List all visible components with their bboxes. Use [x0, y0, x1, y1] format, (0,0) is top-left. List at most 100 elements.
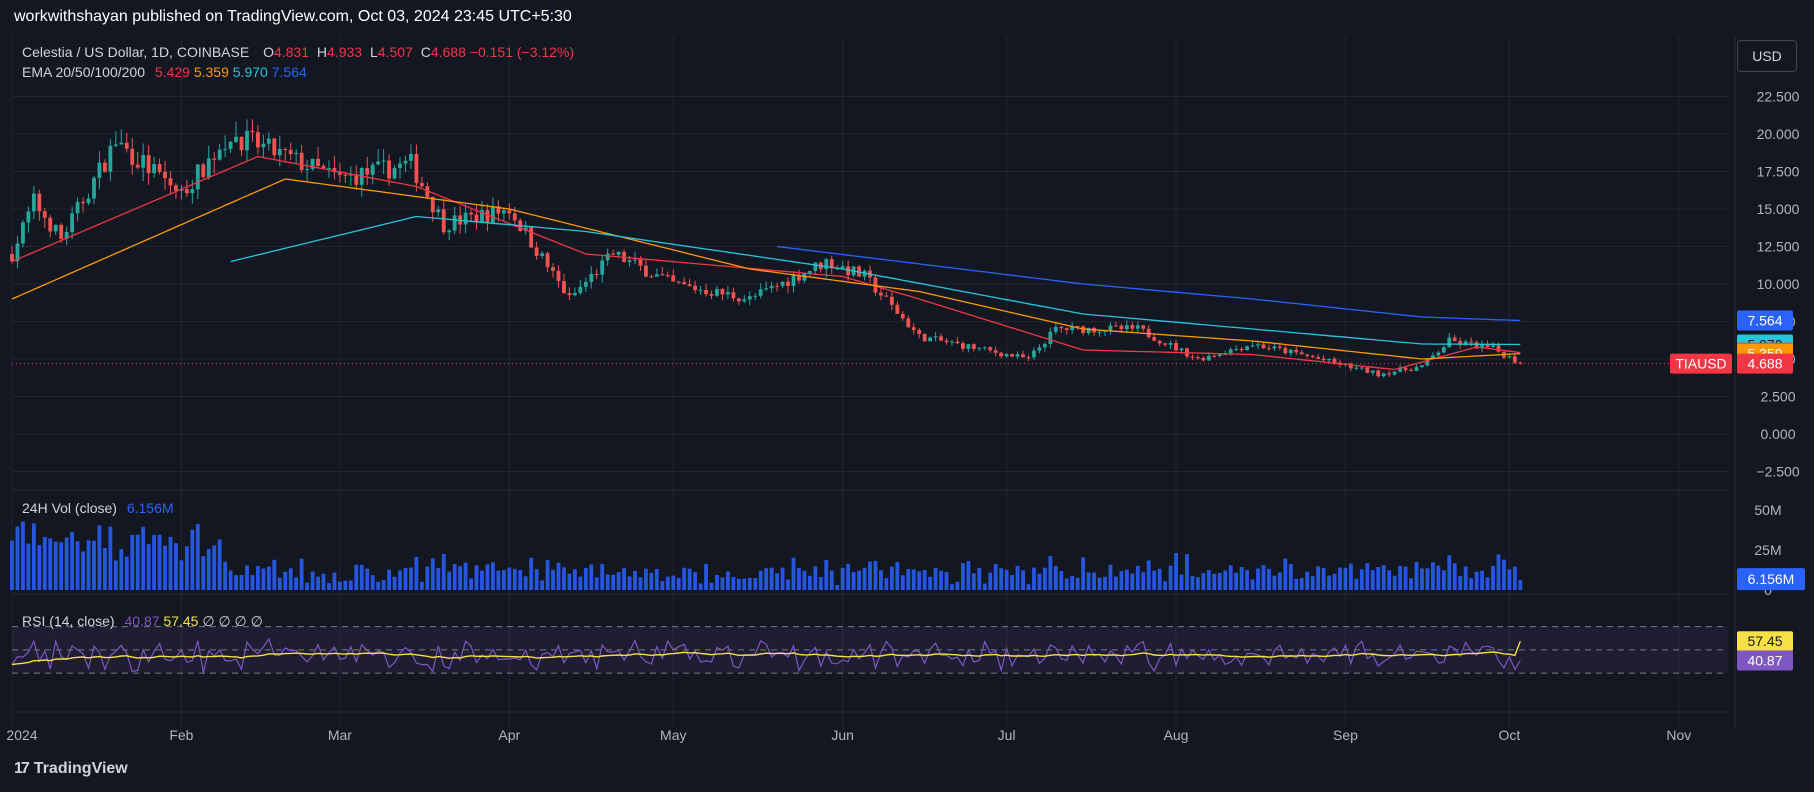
volume-bar: [234, 575, 238, 590]
volume-bar: [780, 567, 785, 590]
volume-bar: [922, 570, 927, 590]
candle-body: [1305, 354, 1310, 356]
candle-body: [1277, 346, 1282, 348]
price-tick-label: 15.000: [1757, 201, 1800, 217]
volume-bar: [1070, 575, 1075, 590]
volume-bar: [769, 567, 774, 590]
candle-body: [1283, 347, 1288, 354]
ema200-value: 7.564: [271, 64, 307, 80]
candle-body: [895, 304, 900, 314]
candle-body: [381, 160, 386, 162]
volume-label[interactable]: 24H Vol (close): [22, 500, 117, 516]
candle-body: [578, 286, 583, 293]
volume-bar: [184, 546, 189, 590]
candle-body: [512, 213, 517, 221]
candle-body: [70, 213, 75, 232]
candle-body: [627, 260, 632, 263]
volume-bar: [687, 568, 692, 590]
ema-label[interactable]: EMA 20/50/100/200: [22, 64, 145, 80]
volume-bar: [583, 568, 588, 590]
candle-body: [742, 299, 747, 302]
volume-bar: [556, 562, 561, 590]
candle-body: [611, 253, 616, 255]
candle-body: [1053, 326, 1058, 332]
volume-bar: [458, 566, 463, 590]
volume-bar: [862, 567, 867, 590]
candle-body: [873, 277, 878, 293]
volume-bar: [971, 573, 976, 590]
volume-bar: [1195, 577, 1200, 590]
time-tick-label: Apr: [498, 727, 520, 743]
volume-bar: [70, 532, 75, 590]
volume-bar: [1463, 566, 1468, 590]
candle-body: [21, 222, 25, 244]
candle-body: [130, 148, 135, 165]
volume-bar: [294, 577, 299, 590]
volume-bar: [644, 568, 648, 590]
volume-bar: [97, 525, 102, 590]
volume-bar: [223, 561, 228, 590]
volume-bar: [53, 541, 58, 590]
volume-bar: [81, 551, 85, 590]
candle-body: [26, 211, 31, 223]
volume-value: 6.156M: [126, 500, 174, 516]
candle-body: [75, 201, 80, 214]
volume-bar: [884, 578, 889, 590]
volume-bar: [21, 521, 25, 590]
volume-bar: [1458, 576, 1463, 590]
candle-body: [911, 327, 916, 330]
volume-bar: [1496, 554, 1501, 590]
time-tick-label: Oct: [1499, 727, 1521, 743]
candle-body: [152, 164, 157, 174]
candle-body: [1201, 358, 1206, 361]
symbol-tag-text: TIAUSD: [1675, 356, 1726, 372]
candle-body: [665, 275, 670, 277]
volume-bar: [283, 571, 288, 590]
volume-bar: [1097, 577, 1102, 590]
candle-body: [715, 288, 719, 296]
volume-bar: [452, 564, 457, 590]
candle-body: [879, 292, 883, 296]
candle-body: [676, 281, 681, 283]
volume-bar: [1387, 570, 1392, 590]
time-tick-label: Jun: [831, 727, 854, 743]
candle-body: [1403, 367, 1408, 370]
ema20-line: [11, 155, 1521, 371]
volume-bar: [130, 534, 135, 590]
candle-body: [288, 149, 293, 155]
last-price-tag-text: 4.688: [1747, 356, 1782, 372]
volume-bar: [1261, 565, 1266, 590]
candle-body: [1174, 342, 1178, 351]
volume-bar: [693, 572, 698, 590]
time-tick-label: Nov: [1666, 727, 1691, 743]
candle-body: [409, 154, 413, 161]
tradingview-logo[interactable]: 17 TradingView: [14, 760, 128, 777]
candle-body: [81, 201, 85, 204]
volume-bar: [1212, 573, 1217, 590]
candle-body: [327, 168, 331, 170]
volume-bar: [272, 559, 277, 590]
price-tick-label: 12.500: [1757, 239, 1800, 255]
candle-body: [1048, 331, 1053, 345]
volume-bar: [851, 572, 856, 590]
volume-bar: [42, 537, 47, 590]
volume-bar: [1239, 567, 1244, 590]
volume-bar: [239, 574, 244, 590]
candle-body: [124, 142, 129, 149]
volume-bar: [299, 558, 304, 590]
rsi-label[interactable]: RSI (14, close): [22, 613, 115, 629]
currency-button[interactable]: USD: [1737, 40, 1797, 72]
candle-body: [840, 266, 845, 269]
candle-body: [1141, 325, 1146, 329]
symbol-title[interactable]: Celestia / US Dollar, 1D, COINBASE: [22, 44, 250, 60]
candle-body: [988, 347, 993, 351]
candle-body: [217, 149, 222, 160]
volume-bar: [1321, 567, 1326, 590]
volume-bar: [1228, 565, 1233, 590]
candle-body: [1354, 367, 1359, 369]
rsi-ma-line: [11, 640, 1521, 666]
candle-body: [108, 145, 113, 172]
candle-body: [1114, 325, 1118, 327]
volume-bar: [534, 569, 539, 590]
